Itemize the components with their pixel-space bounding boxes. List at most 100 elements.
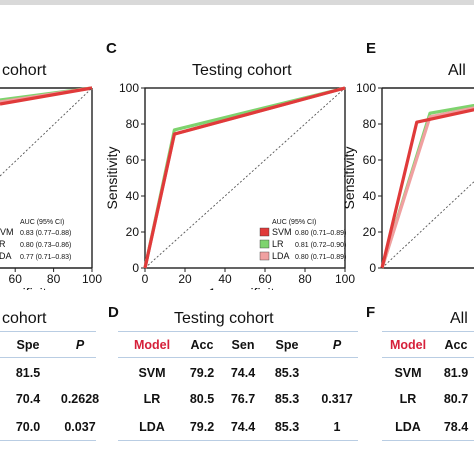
testing-legend-title: AUC (95% CI) — [272, 219, 316, 226]
table-d-cell: 85.3 — [274, 420, 300, 434]
testing-legend-auc-lr: 0.81 (0.72–0.90) — [295, 242, 346, 249]
table-f-cell: 80.7 — [443, 392, 469, 406]
testing-x-tick-label: 80 — [298, 272, 312, 286]
all-y-tick-label: 60 — [363, 153, 377, 167]
table-d-cell: LR — [143, 392, 161, 406]
table-d-cell: 0.317 — [321, 392, 353, 406]
testing-legend-auc-lda: 0.80 (0.71–0.89) — [295, 254, 346, 261]
left-series-svm — [0, 86, 93, 106]
table-b-header-p: P — [75, 338, 85, 352]
table-d-header-spe: Spe — [275, 338, 299, 352]
all-series-svm — [380, 108, 474, 269]
left-legend-name-svm: SVM — [0, 227, 14, 237]
testing-legend-swatch-lda — [259, 251, 270, 261]
table-f-cell: 81.9 — [443, 366, 469, 380]
all-y-tick-label: 100 — [356, 81, 376, 95]
table-d-cell: 76.7 — [230, 392, 256, 406]
testing-legend-name-lr: LR — [272, 239, 284, 249]
all-series-lda — [380, 106, 474, 269]
testing-y-tick-label: 20 — [126, 225, 140, 239]
testing-y-tick-label: 80 — [126, 117, 140, 131]
panel-letter-f: F — [366, 304, 376, 321]
table-f-cell: LDA — [395, 420, 421, 434]
left-legend-auc-svm: 0.83 (0.77–0.88) — [20, 230, 71, 237]
table-d-rule-header — [118, 357, 358, 358]
testing-x-tick-label: 40 — [218, 272, 232, 286]
testing-reference-line — [144, 87, 346, 269]
table-d-header-sen: Sen — [231, 338, 255, 352]
table-d-cell: 74.4 — [230, 420, 256, 434]
table-b-cell: 70.4 — [15, 392, 41, 406]
table-d-cell: 1 — [333, 420, 341, 434]
left-plot-title: cohort — [2, 62, 47, 79]
table-f-cell: SVM — [394, 366, 422, 380]
testing-series-svm — [143, 86, 346, 269]
panel-letter-e: E — [366, 40, 377, 57]
table-b-cell: 0.037 — [64, 420, 96, 434]
table-b-header-spe: Spe — [16, 338, 40, 352]
table-f-cell: LR — [399, 392, 417, 406]
panel-letter-d: D — [108, 304, 119, 321]
panel-letter-c: C — [106, 40, 117, 57]
table-d-title: Testing cohort — [174, 310, 274, 327]
table-b-cell: 0.2628 — [60, 392, 100, 406]
table-b-rule-header — [0, 357, 96, 358]
table-f-cell: 78.4 — [443, 420, 469, 434]
table-b-rule-bottom — [0, 440, 96, 441]
all-y-tick-label: 40 — [363, 189, 377, 203]
left-legend-name-lr: LR — [0, 239, 6, 249]
testing-legend-name-svm: SVM — [272, 227, 292, 237]
left-legend-auc-lda: 0.77 (0.71–0.83) — [20, 254, 71, 261]
all-y-axis-label: Sensitivity — [341, 146, 357, 209]
left-legend-title: AUC (95% CI) — [20, 219, 64, 226]
roc-charts: 0020204040606080801001001-specificitySen… — [0, 81, 474, 290]
testing-y-tick-label: 60 — [126, 153, 140, 167]
all-plot-title: All — [448, 62, 466, 79]
table-d-cell: 79.2 — [189, 420, 215, 434]
table-d-cell: 80.5 — [189, 392, 215, 406]
testing-plot-frame — [144, 87, 346, 269]
table-d-cell: SVM — [138, 366, 166, 380]
left-reference-line — [0, 87, 93, 177]
testing-x-tick-label: 60 — [258, 272, 272, 286]
all-y-tick-label: 80 — [363, 117, 377, 131]
testing-legend-swatch-lr — [259, 239, 270, 249]
table-d-cell: 74.4 — [230, 366, 256, 380]
testing-legend-name-lda: LDA — [272, 251, 290, 261]
testing-x-tick-label: 100 — [335, 272, 355, 286]
table-d-cell: 85.3 — [274, 392, 300, 406]
testing-y-tick-label: 40 — [126, 189, 140, 203]
table-d-cell: 85.3 — [274, 366, 300, 380]
table-d-header-p: P — [332, 338, 342, 352]
testing-y-tick-label: 100 — [119, 81, 139, 95]
left-legend-name-lda: LDA — [0, 251, 12, 261]
table-d-header-model: Model — [133, 338, 171, 352]
table-d-header-acc: Acc — [190, 338, 214, 352]
left-x-axis-label: pecificity — [0, 285, 54, 290]
testing-legend-swatch-svm — [259, 227, 270, 237]
testing-legend-auc-svm: 0.80 (0.71–0.89) — [295, 230, 346, 237]
top-border — [0, 0, 474, 5]
testing-x-axis-label: 1-specificity — [208, 285, 281, 290]
all-y-tick-label: 20 — [363, 225, 377, 239]
table-b-cell: 81.5 — [15, 366, 41, 380]
left-x-tick-label: 80 — [47, 272, 61, 286]
table-b-cell: 70.0 — [15, 420, 41, 434]
all-series-lr — [380, 103, 474, 269]
table-d-cell: LDA — [139, 420, 165, 434]
testing-x-tick-label: 0 — [142, 272, 149, 286]
table-f-header-acc: Acc — [444, 338, 468, 352]
table-d-cell: 79.2 — [189, 366, 215, 380]
testing-y-tick-label: 0 — [132, 261, 139, 275]
table-f-title: All — [450, 310, 468, 327]
table-b-rule-top — [0, 331, 96, 332]
testing-y-axis-label: Sensitivity — [104, 146, 120, 209]
all-y-tick-label: 0 — [369, 261, 376, 275]
table-b-title: cohort — [2, 310, 47, 327]
table-f-rule-header — [382, 357, 474, 358]
left-x-tick-label: 60 — [9, 272, 23, 286]
left-x-tick-label: 100 — [82, 272, 102, 286]
testing-plot-title: Testing cohort — [192, 62, 292, 79]
table-f-rule-bottom — [382, 440, 474, 441]
table-f-header-model: Model — [389, 338, 427, 352]
